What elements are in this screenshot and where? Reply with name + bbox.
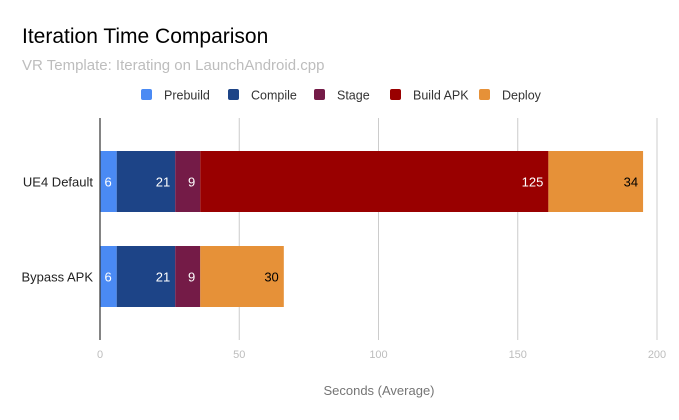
x-axis-title: Seconds (Average) bbox=[323, 383, 434, 398]
legend-swatch bbox=[228, 89, 239, 100]
bar-segment bbox=[100, 246, 117, 307]
legend-swatch bbox=[390, 89, 401, 100]
category-label: UE4 Default bbox=[23, 175, 93, 190]
bar-segment bbox=[200, 151, 549, 212]
data-label: 34 bbox=[624, 175, 638, 190]
legend-swatch bbox=[314, 89, 325, 100]
category-label: Bypass APK bbox=[21, 270, 93, 285]
bar-segment bbox=[116, 151, 176, 212]
category-labels: UE4 Default Bypass APK bbox=[21, 175, 93, 285]
bars: 6219125346219030 bbox=[99, 118, 644, 340]
data-label: 21 bbox=[156, 270, 170, 285]
legend-label: Compile bbox=[251, 89, 297, 103]
legend-swatch bbox=[141, 89, 152, 100]
x-tick-label: 50 bbox=[233, 349, 245, 361]
legend-label: Build APK bbox=[413, 89, 469, 103]
legend: Prebuild Compile Stage Build APK Deploy bbox=[141, 89, 542, 103]
legend-swatch bbox=[479, 89, 490, 100]
legend-label: Stage bbox=[337, 89, 370, 103]
bar-segment bbox=[175, 151, 201, 212]
bar-segment bbox=[200, 246, 284, 307]
x-tick-label: 100 bbox=[369, 349, 387, 361]
bar-segment bbox=[100, 151, 117, 212]
legend-label: Deploy bbox=[502, 89, 542, 103]
x-tick-label: 200 bbox=[648, 349, 666, 361]
x-tick-label: 150 bbox=[509, 349, 527, 361]
data-label: 9 bbox=[188, 175, 195, 190]
chart-title: Iteration Time Comparison bbox=[22, 25, 268, 48]
data-label: 6 bbox=[104, 175, 111, 190]
data-label: 125 bbox=[522, 175, 544, 190]
x-tick-label: 0 bbox=[97, 349, 103, 361]
data-label: 30 bbox=[264, 270, 278, 285]
bar-segment bbox=[548, 151, 644, 212]
bar-segment bbox=[116, 246, 176, 307]
data-label: 6 bbox=[104, 270, 111, 285]
legend-label: Prebuild bbox=[164, 89, 210, 103]
data-label: 9 bbox=[188, 270, 195, 285]
data-label: 21 bbox=[156, 175, 170, 190]
chart-subtitle: VR Template: Iterating on LaunchAndroid.… bbox=[22, 57, 324, 74]
bar-segment bbox=[175, 246, 201, 307]
